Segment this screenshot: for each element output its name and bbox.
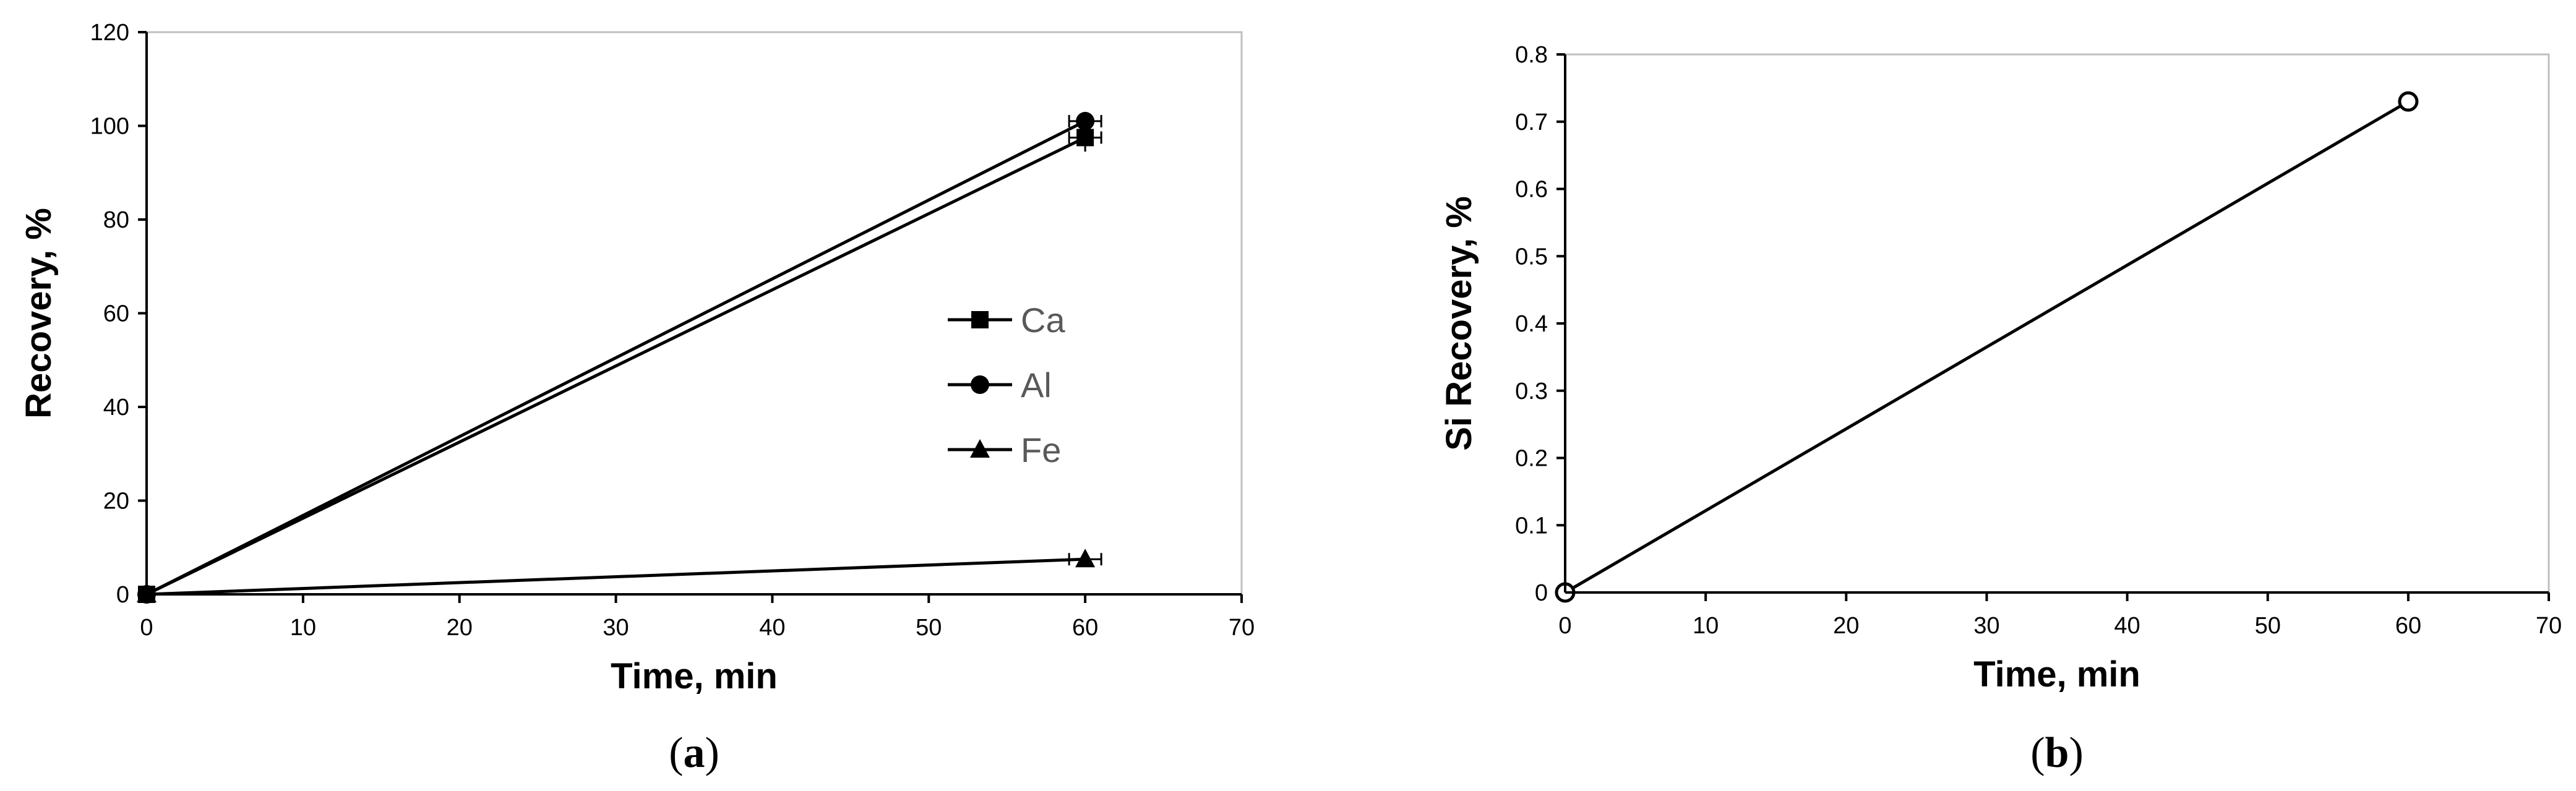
data-point bbox=[1075, 549, 1096, 568]
panel-caption: (a) bbox=[669, 729, 719, 777]
y-tick-label: 100 bbox=[90, 114, 129, 140]
legend-marker bbox=[970, 439, 990, 458]
chart-panel-a: 0 20 40 60 80 100 120 0 10 20 30 40 50 60 70 Time, mi… bbox=[19, 20, 1255, 777]
x-tick-label: 20 bbox=[1833, 613, 1859, 639]
x-tick-label: 10 bbox=[1693, 613, 1719, 639]
legend-label: Ca bbox=[1021, 301, 1065, 340]
x-axis-title: Time, min bbox=[1973, 654, 2140, 695]
series-ca bbox=[138, 123, 1102, 603]
legend-label: Al bbox=[1021, 366, 1052, 404]
y-tick-label: 0.2 bbox=[1515, 446, 1548, 472]
y-tick-label: 0.5 bbox=[1515, 244, 1548, 270]
panel-label: a bbox=[684, 729, 705, 777]
y-tick-label: 0.1 bbox=[1515, 513, 1548, 539]
series-line bbox=[145, 119, 1086, 596]
x-tick-label: 70 bbox=[2536, 613, 2562, 639]
y-axis-ticks: 0 0.1 0.2 0.3 0.4 0.5 0.6 0.7 0.8 bbox=[1515, 42, 1565, 606]
plot-frame bbox=[1564, 53, 2550, 594]
legend-item-fe: Fe bbox=[948, 430, 1061, 469]
x-axis-title: Time, min bbox=[611, 656, 778, 696]
data-point bbox=[1076, 111, 1095, 130]
chart-a-svg: 0 20 40 60 80 100 120 0 10 20 30 40 50 60 70 Time, mi… bbox=[19, 20, 1255, 777]
y-axis-ticks: 0 20 40 60 80 100 120 bbox=[90, 20, 147, 608]
panel-label: b bbox=[2045, 729, 2069, 777]
series-si bbox=[1555, 91, 2419, 603]
y-tick-label: 0.4 bbox=[1515, 311, 1548, 337]
axes bbox=[145, 32, 1242, 596]
legend-marker bbox=[971, 311, 989, 328]
axes bbox=[1564, 54, 2549, 594]
legend-item-ca: Ca bbox=[948, 301, 1065, 340]
chart-panel-b: 0 0.1 0.2 0.3 0.4 0.5 0.6 0.7 0.8 0 10 20 30 40 50 60 7… bbox=[1288, 0, 2576, 791]
x-axis-ticks: 0 10 20 30 40 50 60 70 bbox=[140, 594, 1255, 641]
x-tick-label: 70 bbox=[1229, 615, 1255, 641]
x-tick-label: 50 bbox=[2255, 613, 2281, 639]
x-axis-ticks: 0 10 20 30 40 50 60 70 bbox=[1558, 592, 2562, 639]
x-tick-label: 50 bbox=[916, 615, 942, 641]
x-tick-label: 40 bbox=[2114, 613, 2140, 639]
x-tick-label: 30 bbox=[1973, 613, 1999, 639]
series-layer bbox=[1555, 91, 2419, 603]
y-axis-title: Si Recovery, % bbox=[1439, 196, 1479, 451]
y-tick-label: 0.7 bbox=[1515, 109, 1548, 135]
y-tick-label: 20 bbox=[103, 489, 129, 515]
legend-item-al: Al bbox=[948, 366, 1052, 404]
series-line bbox=[146, 557, 1086, 596]
x-tick-label: 0 bbox=[140, 615, 153, 641]
y-tick-label: 120 bbox=[90, 20, 129, 46]
x-tick-label: 40 bbox=[759, 615, 785, 641]
y-tick-label: 0.8 bbox=[1515, 42, 1548, 68]
legend-marker bbox=[971, 375, 989, 394]
x-tick-label: 30 bbox=[603, 615, 629, 641]
chart-b-svg: 0 0.1 0.2 0.3 0.4 0.5 0.6 0.7 0.8 0 10 20 30 40 50 60 7… bbox=[1439, 42, 2562, 777]
y-tick-label: 60 bbox=[103, 301, 129, 327]
x-tick-label: 10 bbox=[290, 615, 316, 641]
y-tick-label: 0.3 bbox=[1515, 378, 1548, 404]
y-tick-label: 40 bbox=[103, 395, 129, 421]
x-tick-label: 60 bbox=[1072, 615, 1098, 641]
series-layer bbox=[137, 111, 1102, 604]
y-tick-label: 0.6 bbox=[1515, 177, 1548, 203]
data-point bbox=[1076, 129, 1094, 147]
series-line bbox=[145, 136, 1086, 596]
series-line bbox=[1564, 100, 2410, 594]
x-tick-label: 0 bbox=[1558, 613, 1571, 639]
x-tick-label: 60 bbox=[2395, 613, 2421, 639]
y-axis-title: Recovery, % bbox=[19, 208, 59, 419]
x-tick-label: 20 bbox=[447, 615, 473, 641]
data-point bbox=[2398, 91, 2419, 112]
legend: Ca Al Fe bbox=[948, 301, 1065, 469]
y-tick-label: 80 bbox=[103, 207, 129, 233]
panel-caption: (b) bbox=[2030, 729, 2084, 777]
y-tick-label: 0 bbox=[1535, 580, 1548, 606]
legend-label: Fe bbox=[1021, 430, 1061, 469]
y-tick-label: 0 bbox=[116, 582, 129, 608]
